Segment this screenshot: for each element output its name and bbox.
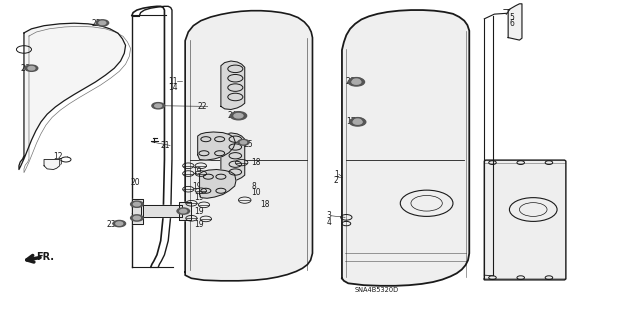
Text: 17: 17	[346, 117, 356, 126]
Polygon shape	[221, 61, 244, 109]
Text: 8: 8	[251, 182, 256, 190]
Circle shape	[180, 209, 187, 213]
Circle shape	[230, 112, 246, 120]
Circle shape	[99, 21, 106, 25]
Circle shape	[349, 118, 366, 126]
Polygon shape	[484, 160, 566, 280]
Text: 2: 2	[334, 176, 339, 185]
Circle shape	[113, 220, 125, 227]
Circle shape	[234, 114, 243, 118]
Polygon shape	[221, 133, 244, 182]
Circle shape	[353, 120, 362, 124]
Text: 20: 20	[131, 177, 140, 187]
Text: FR.: FR.	[36, 252, 54, 262]
Text: 25: 25	[243, 140, 253, 149]
Circle shape	[354, 119, 361, 122]
Text: 19: 19	[195, 192, 204, 202]
Circle shape	[177, 208, 189, 214]
Text: 21: 21	[160, 141, 170, 150]
Text: 1: 1	[334, 170, 339, 179]
Circle shape	[351, 118, 364, 124]
Circle shape	[241, 141, 246, 144]
Text: 5: 5	[509, 13, 515, 22]
Polygon shape	[44, 160, 60, 169]
Circle shape	[155, 104, 162, 108]
Polygon shape	[200, 169, 236, 198]
Text: 4: 4	[326, 218, 331, 226]
Circle shape	[96, 20, 109, 26]
Text: 26: 26	[345, 77, 355, 86]
Polygon shape	[342, 10, 469, 286]
Text: 19: 19	[192, 167, 202, 176]
Circle shape	[131, 201, 143, 207]
Text: 19: 19	[192, 182, 202, 190]
Text: SNA4B5320D: SNA4B5320D	[355, 287, 399, 293]
Text: 12: 12	[54, 152, 63, 161]
Text: 14: 14	[168, 83, 178, 92]
Polygon shape	[508, 4, 522, 40]
Text: 3: 3	[326, 211, 331, 220]
Text: 26: 26	[20, 64, 30, 73]
Text: 11: 11	[168, 77, 178, 86]
Text: 22: 22	[198, 102, 207, 111]
Text: 18: 18	[260, 200, 270, 209]
Text: 13: 13	[131, 207, 140, 216]
Text: 25: 25	[91, 19, 100, 28]
Polygon shape	[198, 132, 236, 160]
Circle shape	[131, 215, 143, 221]
Circle shape	[116, 222, 123, 225]
Text: 24: 24	[227, 111, 237, 120]
Text: 10: 10	[251, 188, 260, 197]
Circle shape	[238, 139, 249, 145]
Text: 15: 15	[54, 158, 63, 167]
Circle shape	[350, 78, 363, 84]
Polygon shape	[179, 202, 191, 220]
Circle shape	[353, 79, 360, 82]
Text: 7: 7	[209, 140, 213, 149]
Circle shape	[133, 203, 140, 206]
Polygon shape	[19, 23, 125, 169]
Polygon shape	[185, 11, 312, 281]
Text: 16: 16	[131, 213, 140, 222]
Polygon shape	[141, 205, 182, 217]
Circle shape	[25, 65, 38, 71]
Text: 23: 23	[107, 220, 116, 229]
Circle shape	[28, 66, 35, 70]
Text: 18: 18	[251, 158, 260, 167]
Circle shape	[348, 78, 365, 86]
Polygon shape	[132, 198, 143, 224]
Circle shape	[352, 80, 361, 84]
Circle shape	[133, 216, 140, 220]
Text: 6: 6	[509, 19, 515, 28]
Text: 19: 19	[195, 207, 204, 216]
Text: 9: 9	[209, 146, 213, 155]
Circle shape	[152, 103, 164, 109]
Text: 19: 19	[195, 220, 204, 229]
